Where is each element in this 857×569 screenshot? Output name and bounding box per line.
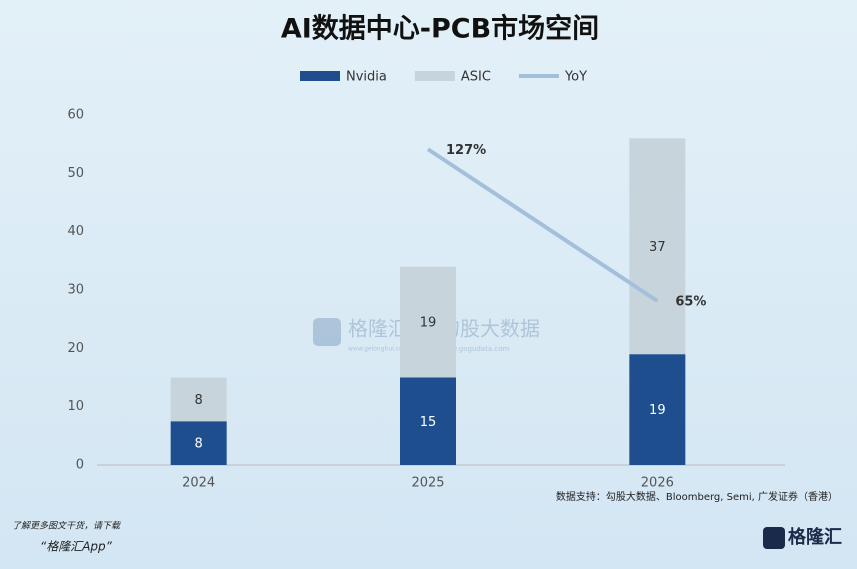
chart-title: AI数据中心-PCB市场空间 <box>281 13 599 45</box>
y-tick-label: 40 <box>67 224 84 239</box>
y-tick-label: 0 <box>76 458 84 473</box>
data-label: 37 <box>649 240 666 255</box>
logo-icon <box>763 527 785 549</box>
source-note: 数据支持：勾股大数据、Bloomberg, Semi, 广发证券（香港） <box>556 490 838 503</box>
watermark-brand: 格隆汇 <box>348 317 408 341</box>
bar-segment <box>400 377 456 465</box>
bar-segment <box>170 377 227 422</box>
x-tick-label: 2026 <box>641 476 674 491</box>
y-tick-label: 30 <box>67 283 84 298</box>
data-label: 8 <box>195 437 203 452</box>
bar-segment <box>170 421 227 465</box>
footer-text: 了解更多图文干货，请下载 <box>12 521 121 532</box>
legend-label: Nvidia <box>346 70 387 85</box>
x-tick-label: 2025 <box>411 476 444 491</box>
data-label: 19 <box>649 403 666 418</box>
data-label: 15 <box>420 415 437 430</box>
watermark-partner: 勾股大数据 <box>440 317 540 341</box>
watermark-url: www.gelonghui.com <box>348 346 409 353</box>
x-tick-label: 2024 <box>182 476 215 491</box>
footer-app: “格隆汇App” <box>40 540 113 554</box>
data-label: 19 <box>420 316 437 331</box>
watermark: 格隆汇 www.gelonghui.com 勾股大数据 www.gogudata… <box>313 317 540 353</box>
legend-label: ASIC <box>461 70 491 85</box>
bar-segment <box>400 266 456 378</box>
bar-segment <box>629 138 686 355</box>
legend-label: YoY <box>564 70 587 85</box>
y-tick-label: 20 <box>67 341 84 356</box>
data-label: 127% <box>446 143 486 158</box>
watermark-url: www.gogudata.com <box>440 345 509 353</box>
y-tick-label: 10 <box>67 399 84 414</box>
logo: 格隆汇 <box>788 526 842 548</box>
bar-segment <box>629 354 686 465</box>
data-label: 65% <box>675 295 706 310</box>
watermark-icon <box>313 318 341 346</box>
y-tick-label: 60 <box>67 108 84 123</box>
yoy-line <box>426 147 659 303</box>
legend-swatch <box>300 71 340 81</box>
data-label: 8 <box>195 393 203 408</box>
y-tick-label: 50 <box>67 166 84 181</box>
legend-swatch <box>414 71 455 81</box>
